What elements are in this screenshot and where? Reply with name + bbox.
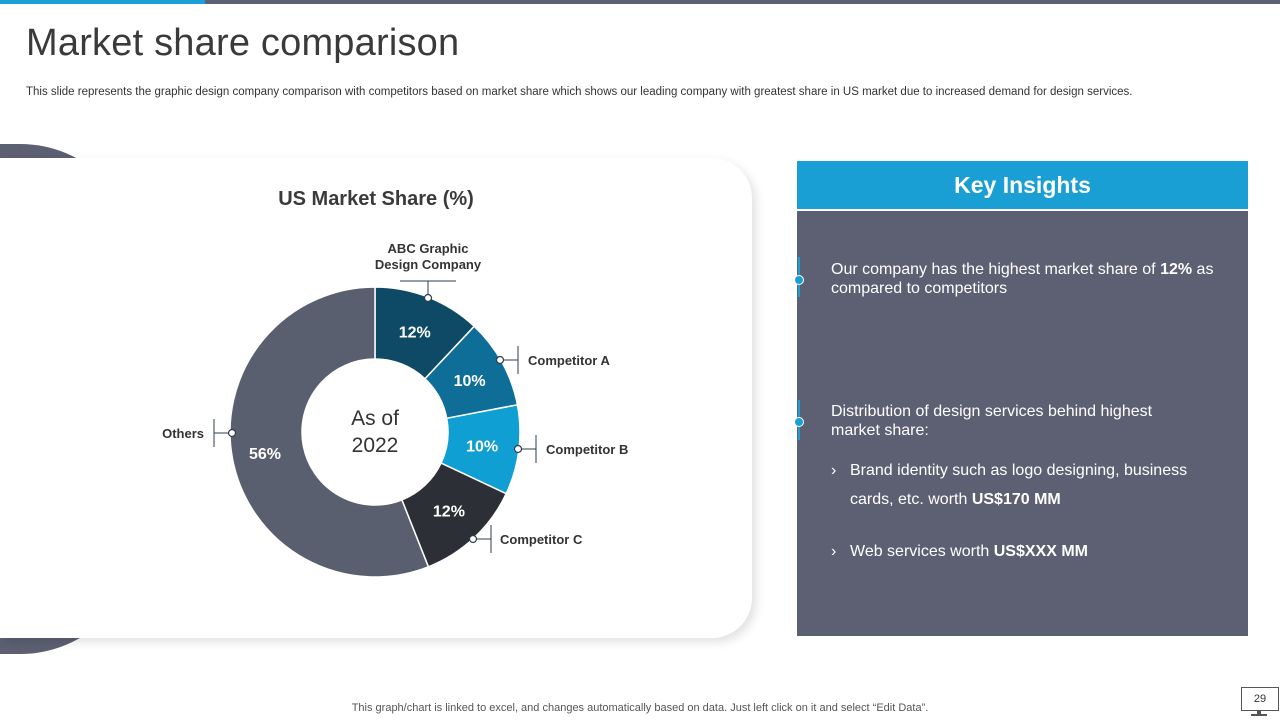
callout-dot-abc-graphic-design-company xyxy=(423,293,433,303)
center-label-line-1: As of xyxy=(351,407,399,430)
page-number: 29 xyxy=(1241,687,1279,711)
insight-bullet-2-value: US$XXX MM xyxy=(993,543,1088,560)
bullet-chevron-icon: › xyxy=(831,543,837,560)
insight-marker-dot xyxy=(794,417,804,427)
page-subtitle: This slide represents the graphic design… xyxy=(26,86,1133,98)
insight-point-2: Distribution of design services behind h… xyxy=(831,403,1153,439)
callout-dot-competitor-a xyxy=(495,355,505,365)
insight-bullet-1: Brand identity such as logo designing, b… xyxy=(850,457,1210,514)
insight-bullet-1-value: US$170 MM xyxy=(971,490,1061,508)
category-label-others: Others xyxy=(162,426,204,441)
insight-point-1-highlight: 12% xyxy=(1160,261,1193,278)
category-label-competitor-b: Competitor B xyxy=(546,442,628,457)
slice-others[interactable] xyxy=(229,286,430,578)
center-label-line-2: 2022 xyxy=(351,434,399,457)
value-label-abc-graphic-design-company: 12% xyxy=(399,325,431,342)
category-label-competitor-a: Competitor A xyxy=(528,353,610,368)
insight-point-1-text: Our company has the highest market share… xyxy=(831,261,1161,278)
insight-bullet-2: Web services worth US$XXX MM xyxy=(850,543,1210,561)
footer-note: This graph/chart is linked to excel, and… xyxy=(351,702,929,714)
insight-bullet-1-text: Brand identity such as logo designing, b… xyxy=(850,462,1188,508)
insight-marker-dot xyxy=(794,275,804,285)
insight-point-1: Our company has the highest market share… xyxy=(831,260,1226,298)
category-label-abc-graphic-design-company: ABC Graphic xyxy=(388,241,469,256)
value-label-competitor-b: 10% xyxy=(466,439,498,456)
callout-dot-others xyxy=(227,428,237,438)
page-title: Market share comparison xyxy=(26,22,460,64)
page-number-base xyxy=(1251,714,1267,716)
insight-point-1-text-end: as compared to competitors xyxy=(831,261,1214,297)
chart-center-label: As of 2022 xyxy=(305,405,445,459)
category-label-competitor-c: Competitor C xyxy=(500,532,583,547)
value-label-competitor-c: 12% xyxy=(433,504,465,521)
insights-header: Key Insights xyxy=(797,161,1248,209)
bullet-chevron-icon: › xyxy=(831,462,837,479)
callout-dot-competitor-b xyxy=(513,444,523,454)
chart-title: US Market Share (%) xyxy=(278,188,474,210)
top-accent-bar xyxy=(0,0,205,4)
insights-panel xyxy=(797,211,1248,636)
page-number-stand xyxy=(1257,710,1261,714)
value-label-others: 56% xyxy=(249,446,281,463)
value-label-competitor-a: 10% xyxy=(454,373,486,390)
category-label-abc-graphic-design-company: Design Company xyxy=(375,257,482,272)
insight-bullet-2-text: Web services worth xyxy=(850,543,994,560)
top-bar xyxy=(205,0,1280,4)
callout-dot-competitor-c xyxy=(468,534,478,544)
